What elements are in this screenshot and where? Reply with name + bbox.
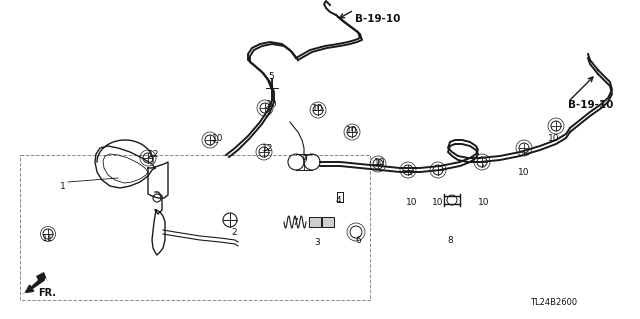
Text: 10: 10 <box>212 134 224 143</box>
Text: 10: 10 <box>266 100 278 109</box>
Text: 12: 12 <box>262 144 274 153</box>
Text: 10: 10 <box>548 134 560 143</box>
Text: B-19-10: B-19-10 <box>568 100 613 110</box>
Text: 3: 3 <box>314 238 320 247</box>
Text: TL24B2600: TL24B2600 <box>530 298 577 307</box>
Text: 5: 5 <box>268 72 274 81</box>
Text: 10: 10 <box>346 126 358 135</box>
Text: FR.: FR. <box>38 288 56 298</box>
Text: 12: 12 <box>148 150 160 159</box>
Text: B-19-10: B-19-10 <box>355 14 401 24</box>
Text: 2: 2 <box>231 228 237 237</box>
Polygon shape <box>22 272 48 295</box>
Text: 10: 10 <box>312 104 324 113</box>
Text: 1: 1 <box>60 182 66 191</box>
Text: 11: 11 <box>42 234 54 243</box>
Text: 10: 10 <box>478 198 490 207</box>
Text: 10: 10 <box>374 158 386 167</box>
Text: 7: 7 <box>292 218 298 227</box>
Text: 10: 10 <box>406 198 418 207</box>
Text: 10: 10 <box>432 198 444 207</box>
Text: 10: 10 <box>518 168 530 177</box>
Text: 6: 6 <box>355 236 361 245</box>
Text: 4: 4 <box>335 196 341 205</box>
Text: 9: 9 <box>301 155 307 164</box>
Text: 8: 8 <box>447 236 453 245</box>
